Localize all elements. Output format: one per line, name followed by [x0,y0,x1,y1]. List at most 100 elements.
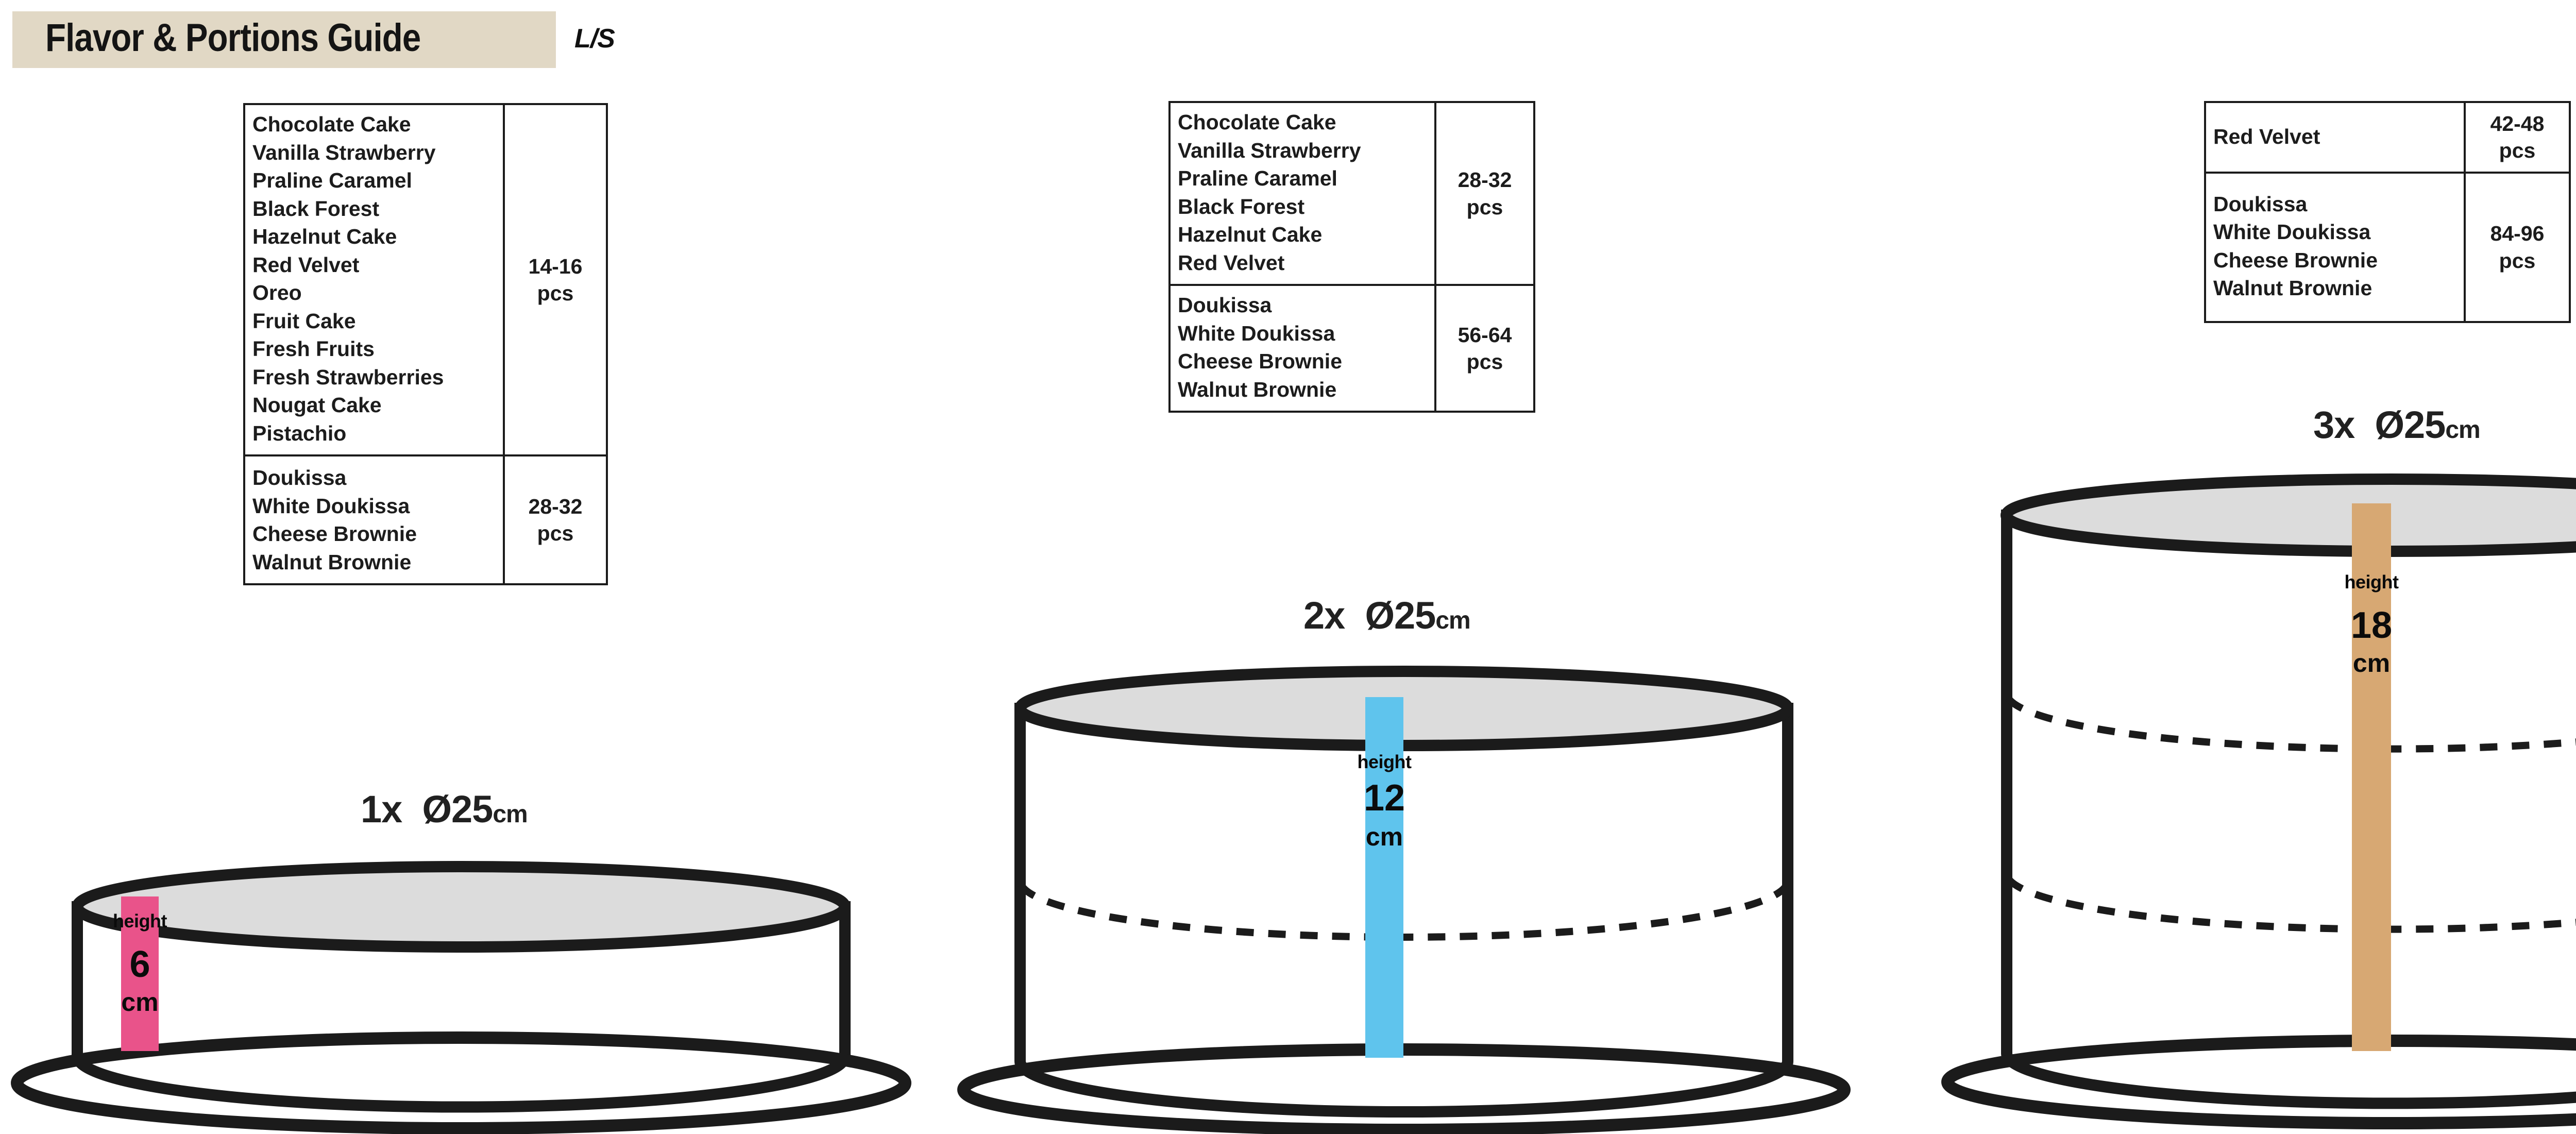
height-value: 6 [129,944,150,985]
table-row: Chocolate Cake Vanilla Strawberry Pralin… [1171,103,1533,284]
table-row: Doukissa White Doukissa Cheese Brownie W… [1171,284,1533,411]
cake-diameter-label: Ø25 [422,788,493,831]
cake-diameter-unit: cm [2445,416,2480,444]
height-indicator-bar-2x: height 12 cm [1358,697,1412,1058]
cake-diameter-label: Ø25 [2375,403,2446,446]
table-row: Doukissa White Doukissa Cheese Brownie W… [245,454,606,584]
cake-diameter-unit: cm [1435,607,1470,634]
flavor-item: Vanilla Strawberry [252,140,436,164]
table-row: Chocolate Cake Vanilla Strawberry Pralin… [245,105,606,455]
cake-body [1014,703,1793,1118]
header-size-code: L/S [574,24,615,54]
cake-illustration [11,861,911,1134]
table-row: Doukissa White Doukissa Cheese Brownie W… [2206,171,2569,321]
flavor-item: Walnut Brownie [1178,377,1337,401]
flavor-item: Fruit Cake [252,309,356,333]
cake-body [72,901,851,1113]
flavor-item: White Doukissa [2213,220,2371,244]
flavor-item: Doukissa [2213,192,2308,216]
flavor-item: Doukissa [252,466,347,490]
cake-diameter-unit: cm [493,801,528,828]
cake-count-label: 2x [1303,594,1345,637]
flavor-item: Pistachio [252,421,347,445]
portion-count-cell: 14-16 pcs [503,105,606,455]
flavor-item: Nougat Cake [252,393,382,417]
height-label: height [2344,571,2399,593]
portion-unit: pcs [1466,350,1503,374]
cake-count-label: 1x [361,788,402,831]
cake-top-surface [2001,473,2576,557]
height-unit: cm [121,988,159,1017]
flavor-list: Doukissa White Doukissa Cheese Brownie W… [2206,174,2464,321]
flavor-item: Fresh Strawberries [252,365,444,389]
flavor-list: Doukissa White Doukissa Cheese Brownie W… [1171,286,1434,411]
portion-unit: pcs [1466,195,1503,219]
cake-top-surface [72,861,851,953]
height-unit: cm [2352,649,2391,678]
portion-amount: 14-16 [528,254,583,278]
height-label: height [113,910,167,932]
flavor-list: Chocolate Cake Vanilla Strawberry Pralin… [1171,103,1434,284]
height-label: height [1357,751,1412,772]
flavor-item: Red Velvet [2213,125,2320,148]
flavor-list: Chocolate Cake Vanilla Strawberry Pralin… [245,105,503,454]
cake-top-surface [1014,666,1793,751]
portions-table-2x: Chocolate Cake Vanilla Strawberry Pralin… [1168,101,1535,413]
flavor-list: Red Velvet [2206,103,2464,172]
cake-count-label: 3x [2313,403,2355,446]
flavor-item: Black Forest [252,196,380,221]
cake-plate [1941,1035,2576,1129]
portion-unit: pcs [537,521,574,546]
portion-amount: 28-32 [1458,168,1512,192]
flavor-item: Walnut Brownie [2213,276,2372,300]
portion-amount: 42-48 [2490,111,2545,136]
portions-table-1x: Chocolate Cake Vanilla Strawberry Pralin… [243,103,608,586]
flavor-item: White Doukissa [1178,321,1335,345]
flavor-item: Cheese Brownie [252,522,417,546]
flavor-item: Red Velvet [1178,250,1285,275]
flavor-item: Oreo [252,281,302,305]
portion-count-cell: 56-64 pcs [1434,286,1533,411]
portion-count-cell: 28-32 pcs [503,456,606,584]
cake-illustration [957,666,1851,1134]
cake-size-caption-2x: 2x Ø25cm [1303,594,1471,637]
height-value: 12 [1363,777,1405,819]
flavor-item: Black Forest [1178,194,1305,218]
cake-diameter-label: Ø25 [1365,594,1436,637]
table-row: Red Velvet 42-48 pcs [2206,103,2569,172]
flavor-item: Praline Caramel [1178,166,1337,191]
cake-size-caption-1x: 1x Ø25cm [361,787,528,831]
cake-layer-divider [1018,883,1790,941]
flavor-item: Chocolate Cake [1178,110,1336,134]
portion-unit: pcs [2499,248,2536,273]
cake-layer-divider [2005,876,2576,933]
portion-count-cell: 84-96 pcs [2464,173,2569,321]
cake-diagram-2x: height 12 cm [957,662,1851,1134]
height-value: 18 [2350,605,2393,646]
portion-count-cell: 28-32 pcs [1434,103,1533,284]
cake-diagram-3x: height 18 cm [1941,471,2576,1134]
cake-plate [11,1031,911,1134]
cake-plate [957,1043,1851,1134]
flavor-item: Fresh Fruits [252,337,375,361]
flavor-item: Cheese Brownie [2213,248,2378,272]
page-title: Flavor & Portions Guide [45,16,421,60]
height-indicator-bar-1x: height 6 cm [113,896,167,1051]
portion-amount: 28-32 [528,494,583,518]
flavor-item: Hazelnut Cake [1178,223,1323,247]
flavor-item: Chocolate Cake [252,112,411,136]
portion-count-cell: 42-48 pcs [2464,103,2569,172]
flavor-item: White Doukissa [252,494,410,518]
portion-unit: pcs [537,281,574,306]
flavor-item: Cheese Brownie [1178,349,1342,374]
cake-size-caption-3x: 3x Ø25cm [2313,403,2481,447]
flavor-item: Hazelnut Cake [252,225,397,249]
flavor-item: Doukissa [1178,293,1272,317]
cake-layer-divider [2005,696,2576,753]
height-indicator-bar-3x: height 18 cm [2345,503,2399,1051]
flavor-list: Doukissa White Doukissa Cheese Brownie W… [245,456,503,583]
portion-amount: 56-64 [1458,323,1512,347]
portion-unit: pcs [2499,139,2536,163]
flavor-item: Vanilla Strawberry [1178,138,1361,162]
cake-illustration [1941,473,2576,1129]
